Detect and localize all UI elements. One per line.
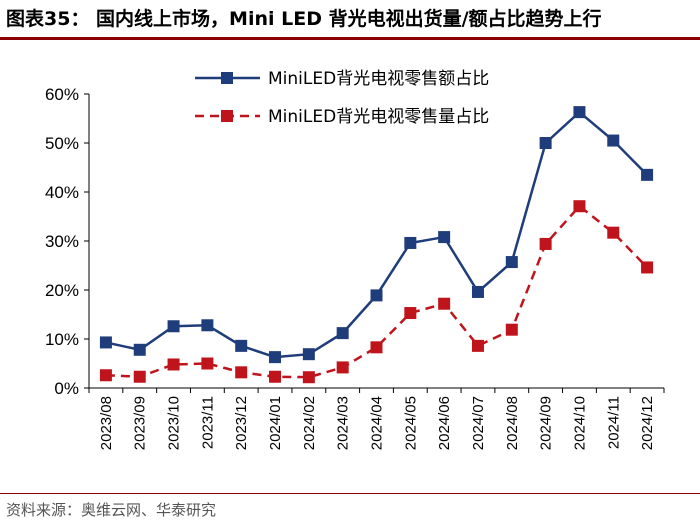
x-tick-label: 2024/09 [538,396,555,450]
data-point-marker [607,134,620,147]
source-note: 资料来源：奥维云网、华泰研究 [6,501,217,519]
data-point-marker [269,351,282,364]
data-point-marker [133,370,146,383]
x-tick-label: 2024/02 [301,396,318,450]
source-divider [0,493,700,494]
legend-marker [221,72,233,84]
data-point-marker [201,357,214,370]
x-tick-label: 2023/12 [233,396,250,450]
series-1 [99,106,654,364]
legend-label: MiniLED背光电视零售量占比 [268,107,489,127]
series-layer [99,106,654,384]
x-tick-label: 2024/08 [504,396,521,450]
data-point-marker [133,343,146,356]
data-point-marker [505,323,518,336]
x-tick-label: 2023/09 [132,396,149,450]
legend-item: MiniLED背光电视零售量占比 [195,107,489,127]
x-axis: 2023/08 2023/09 2023/10 2023/11 2023/12 2024/… [88,387,665,450]
series-line [105,204,648,379]
data-point-marker [370,289,383,302]
data-point-marker [573,200,586,213]
data-point-marker [641,168,654,181]
data-point-marker [573,106,586,119]
y-tick-label: 40% [45,183,79,202]
data-point-marker [235,339,248,352]
data-point-marker [99,336,112,349]
x-tick-label: 2023/08 [98,396,115,450]
x-tick-label: 2024/04 [369,396,386,450]
legend-label: MiniLED背光电视零售额占比 [268,69,489,89]
y-axis: 0% 10% 20% 30% 40% 50% 60% [45,85,90,398]
data-point-marker [539,137,552,149]
y-tick-label: 20% [45,281,79,300]
data-point-marker [505,256,518,269]
x-tick-label: 2024/03 [335,396,352,450]
data-point-marker [235,366,248,379]
data-point-marker [99,369,112,382]
data-point-marker [370,341,383,354]
x-tick-label: 2024/10 [571,396,588,450]
data-point-marker [269,370,282,383]
y-tick-label: 50% [45,134,79,153]
x-tick-label: 2024/07 [470,396,487,450]
data-point-marker [302,348,315,361]
data-point-marker [438,231,451,244]
y-tick-label: 10% [45,330,79,349]
figure-title: 图表35： 国内线上市场，Mini LED 背光电视出货量/额占比趋势上行 [6,8,602,30]
x-tick-label: 2024/06 [436,396,453,450]
x-tick-label: 2023/10 [166,396,183,450]
data-point-marker [607,226,620,239]
series-line [105,110,648,359]
series-2 [99,200,654,384]
title-divider [0,37,700,40]
data-point-marker [302,371,315,384]
x-tick-label: 2024/12 [639,396,656,450]
y-tick-label: 60% [45,85,79,104]
legend: MiniLED背光电视零售额占比 MiniLED背光电视零售量占比 [195,69,489,127]
data-point-marker [201,319,214,332]
y-tick-label: 30% [45,232,79,251]
data-point-marker [471,339,484,352]
data-point-marker [167,358,180,371]
x-tick-label: 2024/05 [402,396,419,450]
x-tick-label: 2024/01 [267,396,284,450]
x-tick-label: 2024/11 [605,396,622,449]
y-tick-label: 0% [54,379,79,398]
legend-item: MiniLED背光电视零售额占比 [195,69,489,89]
data-point-marker [471,285,484,298]
data-point-marker [167,320,180,333]
data-point-marker [404,236,417,249]
data-point-marker [336,361,349,374]
data-point-marker [336,327,349,340]
data-point-marker [438,297,451,310]
data-point-marker [539,237,552,250]
data-point-marker [404,307,417,320]
x-tick-label: 2023/11 [199,396,216,449]
legend-marker [221,110,233,122]
data-point-marker [641,261,654,274]
